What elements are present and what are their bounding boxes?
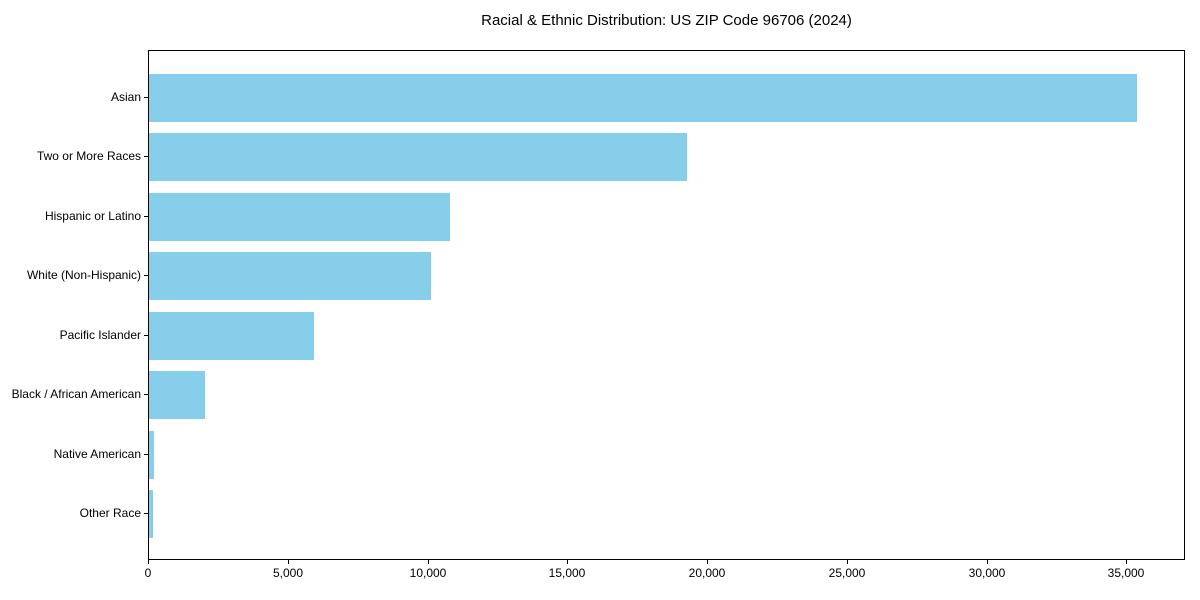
y-tick-label-white-non-hispanic: White (Non-Hispanic) [26,268,141,282]
x-tick-mark-5000 [288,560,289,564]
x-tick-label-20000: 20,000 [688,566,726,580]
x-tick-mark-25000 [847,560,848,564]
y-tick-label-native-american: Native American [53,447,141,461]
x-tick-label-30000: 30,000 [968,566,1006,580]
bar-other-race [149,490,153,538]
x-tick-mark-20000 [707,560,708,564]
y-tick-label-other-race: Other Race [79,506,141,520]
y-tick-label-two-or-more-races: Two or More Races [36,149,141,163]
y-tick-mark-other-race [144,513,148,514]
y-tick-mark-two-or-more-races [144,156,148,157]
bar-pacific-islander [149,312,314,360]
x-tick-label-5000: 5,000 [272,566,304,580]
y-tick-mark-asian [144,97,148,98]
x-tick-label-0: 0 [144,566,152,580]
bar-white-non-hispanic [149,252,431,300]
bar-hispanic-or-latino [149,193,450,241]
chart-title: Racial & Ethnic Distribution: US ZIP Cod… [481,12,852,29]
y-tick-mark-black-african-american [144,394,148,395]
x-tick-label-35000: 35,000 [1107,566,1145,580]
y-tick-label-black-african-american: Black / African American [11,387,141,401]
x-tick-mark-0 [148,560,149,564]
y-tick-mark-hispanic-or-latino [144,216,148,217]
bar-two-or-more-races [149,133,687,181]
y-tick-mark-pacific-islander [144,335,148,336]
y-tick-mark-native-american [144,454,148,455]
bar-black-african-american [149,371,205,419]
bar-native-american [149,431,154,479]
x-tick-label-25000: 25,000 [828,566,866,580]
x-tick-mark-35000 [1126,560,1127,564]
x-tick-mark-10000 [428,560,429,564]
y-tick-label-asian: Asian [110,90,141,104]
x-tick-label-15000: 15,000 [548,566,586,580]
plot-area [148,50,1185,560]
x-tick-mark-15000 [567,560,568,564]
x-tick-mark-30000 [987,560,988,564]
bar-asian [149,74,1137,122]
y-tick-label-pacific-islander: Pacific Islander [59,328,141,342]
x-tick-label-10000: 10,000 [409,566,447,580]
y-tick-label-hispanic-or-latino: Hispanic or Latino [44,209,141,223]
y-tick-mark-white-non-hispanic [144,275,148,276]
